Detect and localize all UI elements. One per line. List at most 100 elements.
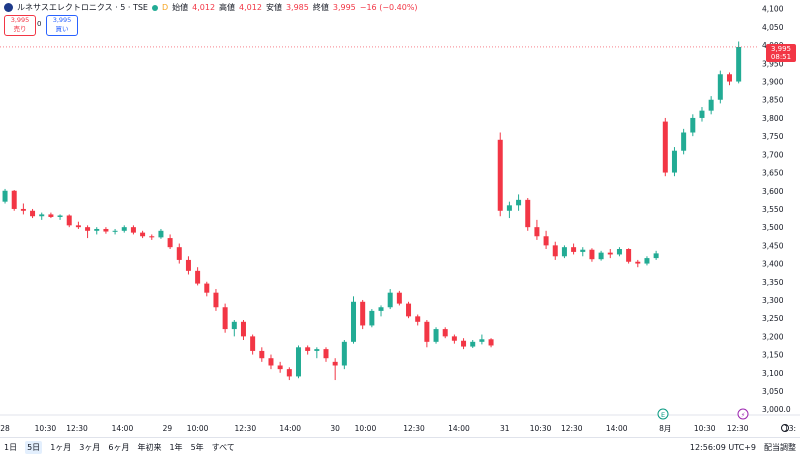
candle-body [369, 310, 375, 326]
y-tick-label: 3,350 [762, 278, 784, 287]
candle-body [717, 74, 723, 100]
candle-body [406, 303, 412, 317]
settings-icon [781, 424, 789, 432]
candle-body [699, 110, 705, 118]
candle-body [85, 227, 91, 231]
y-tick-label: 3,200 [762, 332, 784, 341]
candle-body [121, 227, 127, 231]
candle-body [589, 249, 595, 260]
candle-body [57, 215, 63, 217]
symbol: ルネサスエレクトロニクス · 5 · TSE [17, 3, 148, 12]
candle-body [305, 347, 311, 351]
candle-body [378, 307, 384, 311]
candle-body [635, 261, 641, 264]
candle-body [360, 301, 366, 326]
candle-body [598, 252, 604, 260]
x-tick-label: 14:00 [112, 424, 134, 433]
y-tick-label: 3,150 [762, 351, 784, 360]
range-button[interactable]: 1ヶ月 [50, 442, 72, 452]
candle-body [11, 190, 17, 209]
x-tick-label: 14:00 [279, 424, 301, 433]
candle-body [525, 199, 531, 228]
clock: 12:56:09 UTC+9 [689, 442, 756, 452]
x-tick-label: 12:30 [66, 424, 88, 433]
range-button[interactable]: 3ヶ月 [79, 442, 101, 452]
candle-body [351, 301, 357, 342]
y-tick-label: 4,100 [762, 5, 784, 14]
label: 始値 [172, 3, 189, 12]
x-tick-label: 8月 [659, 424, 671, 433]
range-button[interactable]: 年初来 [137, 442, 162, 452]
candle-body [295, 347, 301, 377]
y-tick-label: 3,300 [762, 296, 784, 305]
candle-body [616, 249, 622, 255]
y-tick-label: 3,600 [762, 187, 784, 196]
status-dot [151, 4, 158, 11]
price-tag-value: 3,995 [771, 45, 791, 53]
candle-body [176, 247, 182, 260]
range-button[interactable]: 1年 [169, 442, 183, 452]
range-button[interactable]: すべて [211, 442, 235, 452]
y-tick-label: 3,050 [762, 387, 784, 396]
range-button[interactable]: 1日 [4, 442, 18, 452]
y-tick-label: 3,800 [762, 114, 784, 123]
candle-body [30, 210, 36, 217]
x-tick-label: 10:00 [355, 424, 377, 433]
candle-body [690, 117, 696, 133]
candle-body [94, 228, 100, 231]
value: 4,012 [192, 3, 216, 12]
range-button[interactable]: 5年 [190, 442, 204, 452]
candle-body [461, 340, 467, 347]
toolbar: 1日 5日 1ヶ月 3ヶ月 6ヶ月 年初来 1年 5年 すべて 12:56:09 UTC+9 配当調… [0, 437, 800, 455]
price-tag-countdown: 08:51 [771, 53, 791, 61]
price: 3,995 [52, 16, 72, 24]
x-tick-label: 10:00 [187, 424, 209, 433]
candle-body [506, 205, 512, 211]
candle-body [195, 270, 201, 284]
candle-body [470, 341, 476, 347]
range-button[interactable]: 5日 [25, 440, 43, 454]
candle-body [75, 225, 81, 228]
y-tick-label: 3,650 [762, 169, 784, 178]
candle-body [534, 227, 540, 237]
candle-body [240, 321, 246, 337]
value: 3,985 [285, 3, 309, 12]
candle-body [213, 292, 219, 308]
sell-button[interactable]: 3,995 売り [4, 15, 36, 36]
price: 3,995 [10, 16, 30, 24]
candle-body [167, 238, 173, 248]
event-label: ⚡ [741, 411, 746, 419]
range-button[interactable]: 6ヶ月 [108, 442, 130, 452]
value: 3,995 [332, 3, 356, 12]
candle-body [681, 132, 687, 151]
candle-body [580, 249, 586, 252]
candle-body [451, 336, 457, 341]
candle-body [396, 292, 402, 304]
candle-body [231, 321, 237, 330]
y-tick-label: 3,900 [762, 78, 784, 87]
candle-body [726, 74, 732, 82]
candle-body [653, 253, 659, 259]
candle-body [442, 329, 448, 337]
buy-button[interactable]: 3,995 買い [46, 15, 78, 36]
label: 買い [55, 25, 69, 33]
candle-body [433, 329, 439, 342]
candle-body [149, 236, 155, 238]
candle-body [671, 150, 677, 173]
x-tick-label: 14:00 [606, 424, 628, 433]
candle-body [268, 358, 274, 366]
candle-body [323, 349, 329, 359]
candle-body [314, 349, 320, 351]
candle-body [479, 339, 485, 342]
candle-body [607, 252, 613, 255]
candle-body [387, 292, 393, 308]
candle-body [626, 249, 632, 262]
event-label: E [661, 411, 665, 419]
candle-body [516, 199, 522, 206]
adjust-button[interactable]: 配当調整 [764, 442, 796, 452]
y-tick-label: 3,550 [762, 205, 784, 214]
spread: 0 [37, 20, 42, 28]
candle-body [204, 283, 210, 293]
candle-body [130, 227, 136, 233]
